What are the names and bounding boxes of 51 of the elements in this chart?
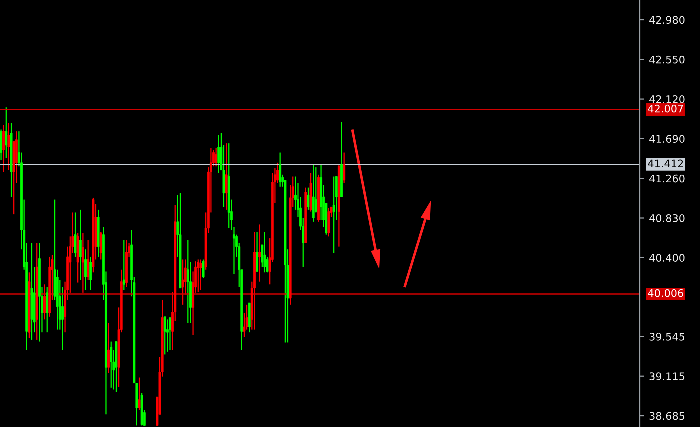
- candlestick: [332, 176, 336, 254]
- ref-line-label: 41.412: [648, 160, 684, 168]
- candlestick: [5, 107, 8, 159]
- candlestick: [218, 134, 220, 174]
- candlestick: [328, 208, 330, 238]
- candlestick: [343, 152, 346, 184]
- candlestick: [166, 319, 169, 352]
- y-tick-label: 42.980: [650, 16, 685, 24]
- candlestick: [8, 122, 10, 171]
- candlestick: [82, 232, 84, 294]
- y-tick-label: 40.830: [650, 214, 685, 222]
- candlestick: [248, 302, 251, 334]
- candlestick: [79, 209, 82, 281]
- candlestick: [138, 377, 141, 411]
- candlestick: [256, 232, 259, 272]
- candlestick: [122, 240, 126, 291]
- ref-line-label: 42.007: [648, 104, 684, 113]
- candlestick: [264, 232, 266, 274]
- y-tick-label: 42.120: [650, 96, 685, 104]
- y-tick-label: 41.690: [650, 135, 685, 144]
- candlestick: [169, 317, 172, 351]
- y-tick-label: 41.260: [650, 174, 685, 183]
- candlestick: [186, 240, 190, 324]
- candlestick: [87, 240, 90, 281]
- candlestick: [202, 259, 205, 279]
- y-tick-label: 39.115: [650, 372, 685, 380]
- candlestick: [197, 259, 200, 293]
- y-tick-label: 39.545: [650, 332, 685, 341]
- candlestick: [225, 143, 228, 211]
- y-tick-label: 42.550: [650, 56, 685, 64]
- candlestick: [215, 148, 218, 168]
- ref-line-label: 40.006: [648, 289, 684, 298]
- candlestick: [164, 316, 166, 356]
- candlestick: [74, 212, 77, 258]
- candlestick: [258, 224, 262, 282]
- candlestick: [312, 164, 315, 222]
- candlestick: [279, 152, 282, 188]
- y-tick-label: 38.685: [650, 412, 685, 420]
- y-tick-label: 40.400: [650, 254, 685, 262]
- candlestick: [110, 341, 113, 388]
- candlestick: [84, 249, 87, 291]
- candlestick: [100, 232, 102, 260]
- candlestick: [0, 129, 3, 161]
- candlestick: [108, 322, 110, 374]
- candlestick: [2, 124, 6, 173]
- candlestick: [44, 284, 46, 320]
- candlestick: [46, 286, 49, 334]
- candlestick: [90, 256, 92, 291]
- candlestick: [307, 187, 310, 211]
- candlestick: [200, 259, 202, 291]
- candlestick: [182, 259, 184, 306]
